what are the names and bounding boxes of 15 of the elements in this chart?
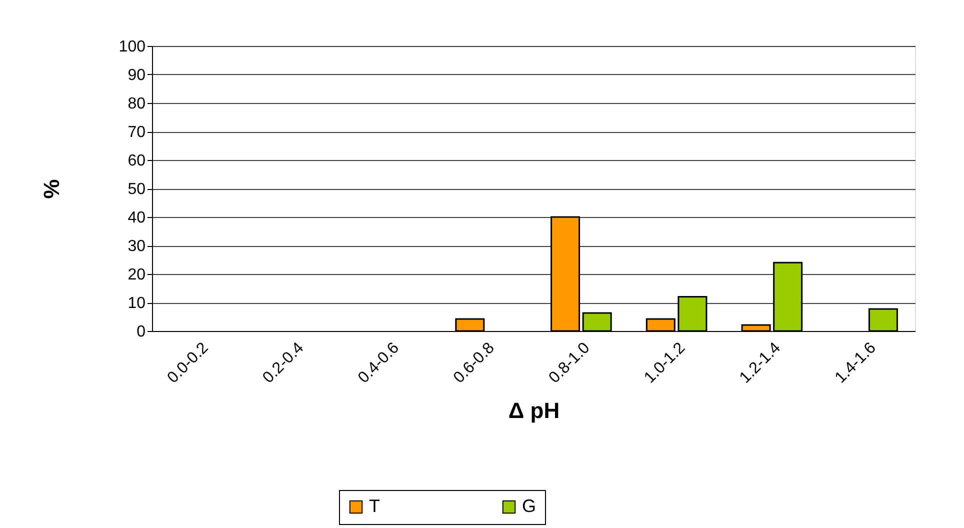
- legend-label: T: [369, 496, 380, 516]
- y-tick-label: 0: [136, 324, 146, 340]
- y-tick-label: 50: [128, 181, 146, 198]
- y-tick-label: 100: [118, 38, 146, 56]
- y-tick-label: 70: [128, 124, 146, 141]
- x-axis-title: Δ pH: [508, 398, 560, 424]
- legend-label: G: [522, 496, 536, 516]
- y-tick-label: 10: [128, 295, 146, 312]
- y-axis-title: %: [38, 179, 64, 199]
- y-tick-label: 30: [128, 238, 146, 255]
- y-tick-label: 40: [128, 210, 146, 226]
- y-tick-label: 60: [128, 152, 146, 170]
- y-tick-label: 90: [128, 67, 146, 84]
- y-tick-label: 20: [128, 266, 146, 284]
- y-tick-label: 80: [128, 96, 146, 112]
